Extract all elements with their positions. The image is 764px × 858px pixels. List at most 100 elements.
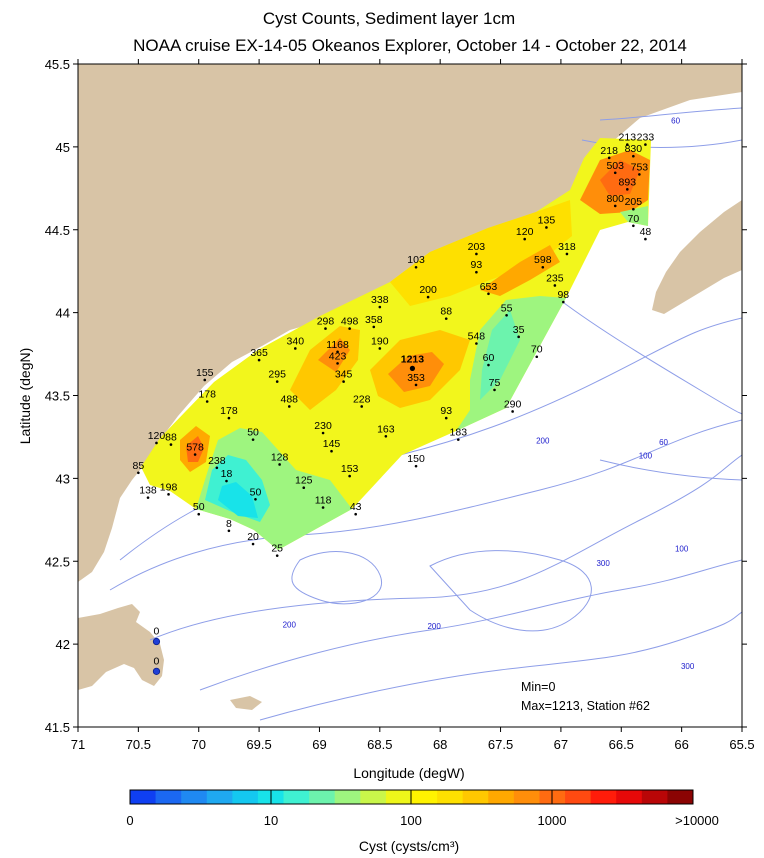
station-marker: [632, 207, 635, 211]
station-value-label: 318: [558, 241, 576, 253]
station-marker: [169, 443, 173, 446]
station-marker: [354, 512, 357, 516]
station-value-label: 358: [365, 314, 383, 326]
station-marker: [613, 204, 617, 208]
station-marker: [203, 378, 207, 382]
very-low-zone: [218, 482, 258, 518]
station-marker: [456, 438, 460, 441]
station-value-label: 163: [377, 423, 395, 435]
contour-line: [109, 419, 742, 591]
colorbar-swatch: [283, 790, 310, 804]
y-tick-label: 44.5: [45, 223, 70, 238]
station-marker: [505, 314, 508, 317]
x-axis-ticks: 71 70.5 70 69.5 69 68.5 68 67.5 67 66.5 66 65.5: [71, 59, 755, 752]
station-marker: [348, 327, 351, 330]
station-value-label: 20: [247, 531, 259, 543]
station-marker: [384, 435, 388, 438]
station-value-label: 295: [268, 369, 286, 381]
contour-depth-label: 100: [639, 451, 653, 460]
station-value-label: 800: [606, 193, 624, 205]
colorbar-swatch: [565, 790, 592, 804]
contour-line: [559, 299, 742, 415]
station-marker: [632, 154, 635, 158]
station-value-label: 353: [407, 372, 425, 384]
station-marker: [146, 496, 150, 499]
station-value-label: 50: [193, 501, 205, 513]
station-marker: [137, 471, 140, 475]
x-tick-label: 68.5: [367, 737, 392, 752]
peak-zone-northwest: [318, 338, 350, 372]
station-marker: [378, 305, 382, 309]
station-value-label: 85: [133, 460, 145, 472]
station-marker: [414, 265, 418, 269]
station-marker: [251, 438, 255, 441]
station-marker: [227, 529, 231, 533]
station-value-label: 340: [287, 335, 305, 347]
station-marker: [336, 362, 339, 365]
mid-zone-north: [390, 200, 572, 306]
station-value-label: 93: [471, 259, 483, 271]
station-value-label: 200: [419, 284, 437, 296]
colorbar-swatch: [616, 790, 643, 804]
station-marker: [493, 388, 496, 392]
contour-depth-label: 100: [675, 544, 689, 553]
station-value-label: 653: [480, 281, 498, 293]
station-marker: [511, 410, 514, 413]
station-marker: [257, 358, 261, 362]
cape-cod-land: [78, 604, 164, 690]
station-marker: [632, 224, 635, 228]
station-value-label: 60: [483, 352, 495, 364]
station-marker: [562, 300, 565, 304]
station-value-label: 88: [165, 432, 177, 444]
station-marker: [336, 350, 339, 354]
colorbar-swatch: [181, 790, 208, 804]
colorbar-tick-label: 1000: [538, 813, 567, 828]
peak-zone-northeast: [600, 160, 640, 196]
station-value-label: 35: [513, 324, 525, 336]
colorbar-swatch: [385, 790, 412, 804]
station-value-label: 235: [546, 272, 564, 284]
x-tick-label: 67: [554, 737, 568, 752]
x-tick-label: 66.5: [609, 737, 634, 752]
station-value-label: 205: [625, 196, 643, 208]
station-value-label: 0: [154, 655, 160, 667]
station-value-label: 75: [489, 377, 501, 389]
contour-line: [259, 611, 742, 721]
station-marker: [215, 466, 219, 470]
station-marker: [360, 405, 364, 408]
station-value-label: 198: [160, 481, 178, 493]
y-tick-label: 45: [56, 140, 70, 155]
contour-line: [599, 107, 742, 121]
station-marker: [475, 342, 478, 345]
high-zone-north: [480, 245, 560, 296]
contour-depth-label: 200: [427, 622, 441, 631]
x-tick-label: 70: [191, 737, 205, 752]
station-marker: [426, 295, 430, 299]
y-tick-label: 45.5: [45, 57, 70, 72]
colorbar-tick-label: 100: [400, 813, 422, 828]
station-value-label: 48: [640, 226, 652, 238]
contour-depth-label: 60: [671, 117, 680, 126]
station-value-label: 213: [619, 132, 637, 144]
colorbar-tick-label: 10: [264, 813, 278, 828]
station-value-label: 238: [208, 455, 226, 467]
colorbar-swatch: [590, 790, 617, 804]
colorbar-swatch: [667, 790, 694, 804]
station-marker: [414, 383, 418, 387]
station-value-label: 190: [371, 335, 389, 347]
station-marker: [321, 506, 325, 509]
contour-line: [599, 459, 742, 481]
y-tick-label: 44: [56, 306, 70, 321]
station-marker: [321, 431, 325, 435]
station-marker: [626, 143, 629, 146]
station-value-label: 498: [341, 316, 359, 328]
low-zone-east: [456, 296, 566, 431]
station-marker: [275, 554, 279, 557]
station-value-label: 893: [619, 176, 637, 188]
y-tick-label: 42: [56, 637, 70, 652]
station-marker: [275, 380, 279, 383]
station-marker-zero: [152, 667, 161, 675]
station-value-label: 8: [226, 518, 232, 530]
station-marker: [378, 347, 382, 350]
colorbar-swatch: [360, 790, 387, 804]
